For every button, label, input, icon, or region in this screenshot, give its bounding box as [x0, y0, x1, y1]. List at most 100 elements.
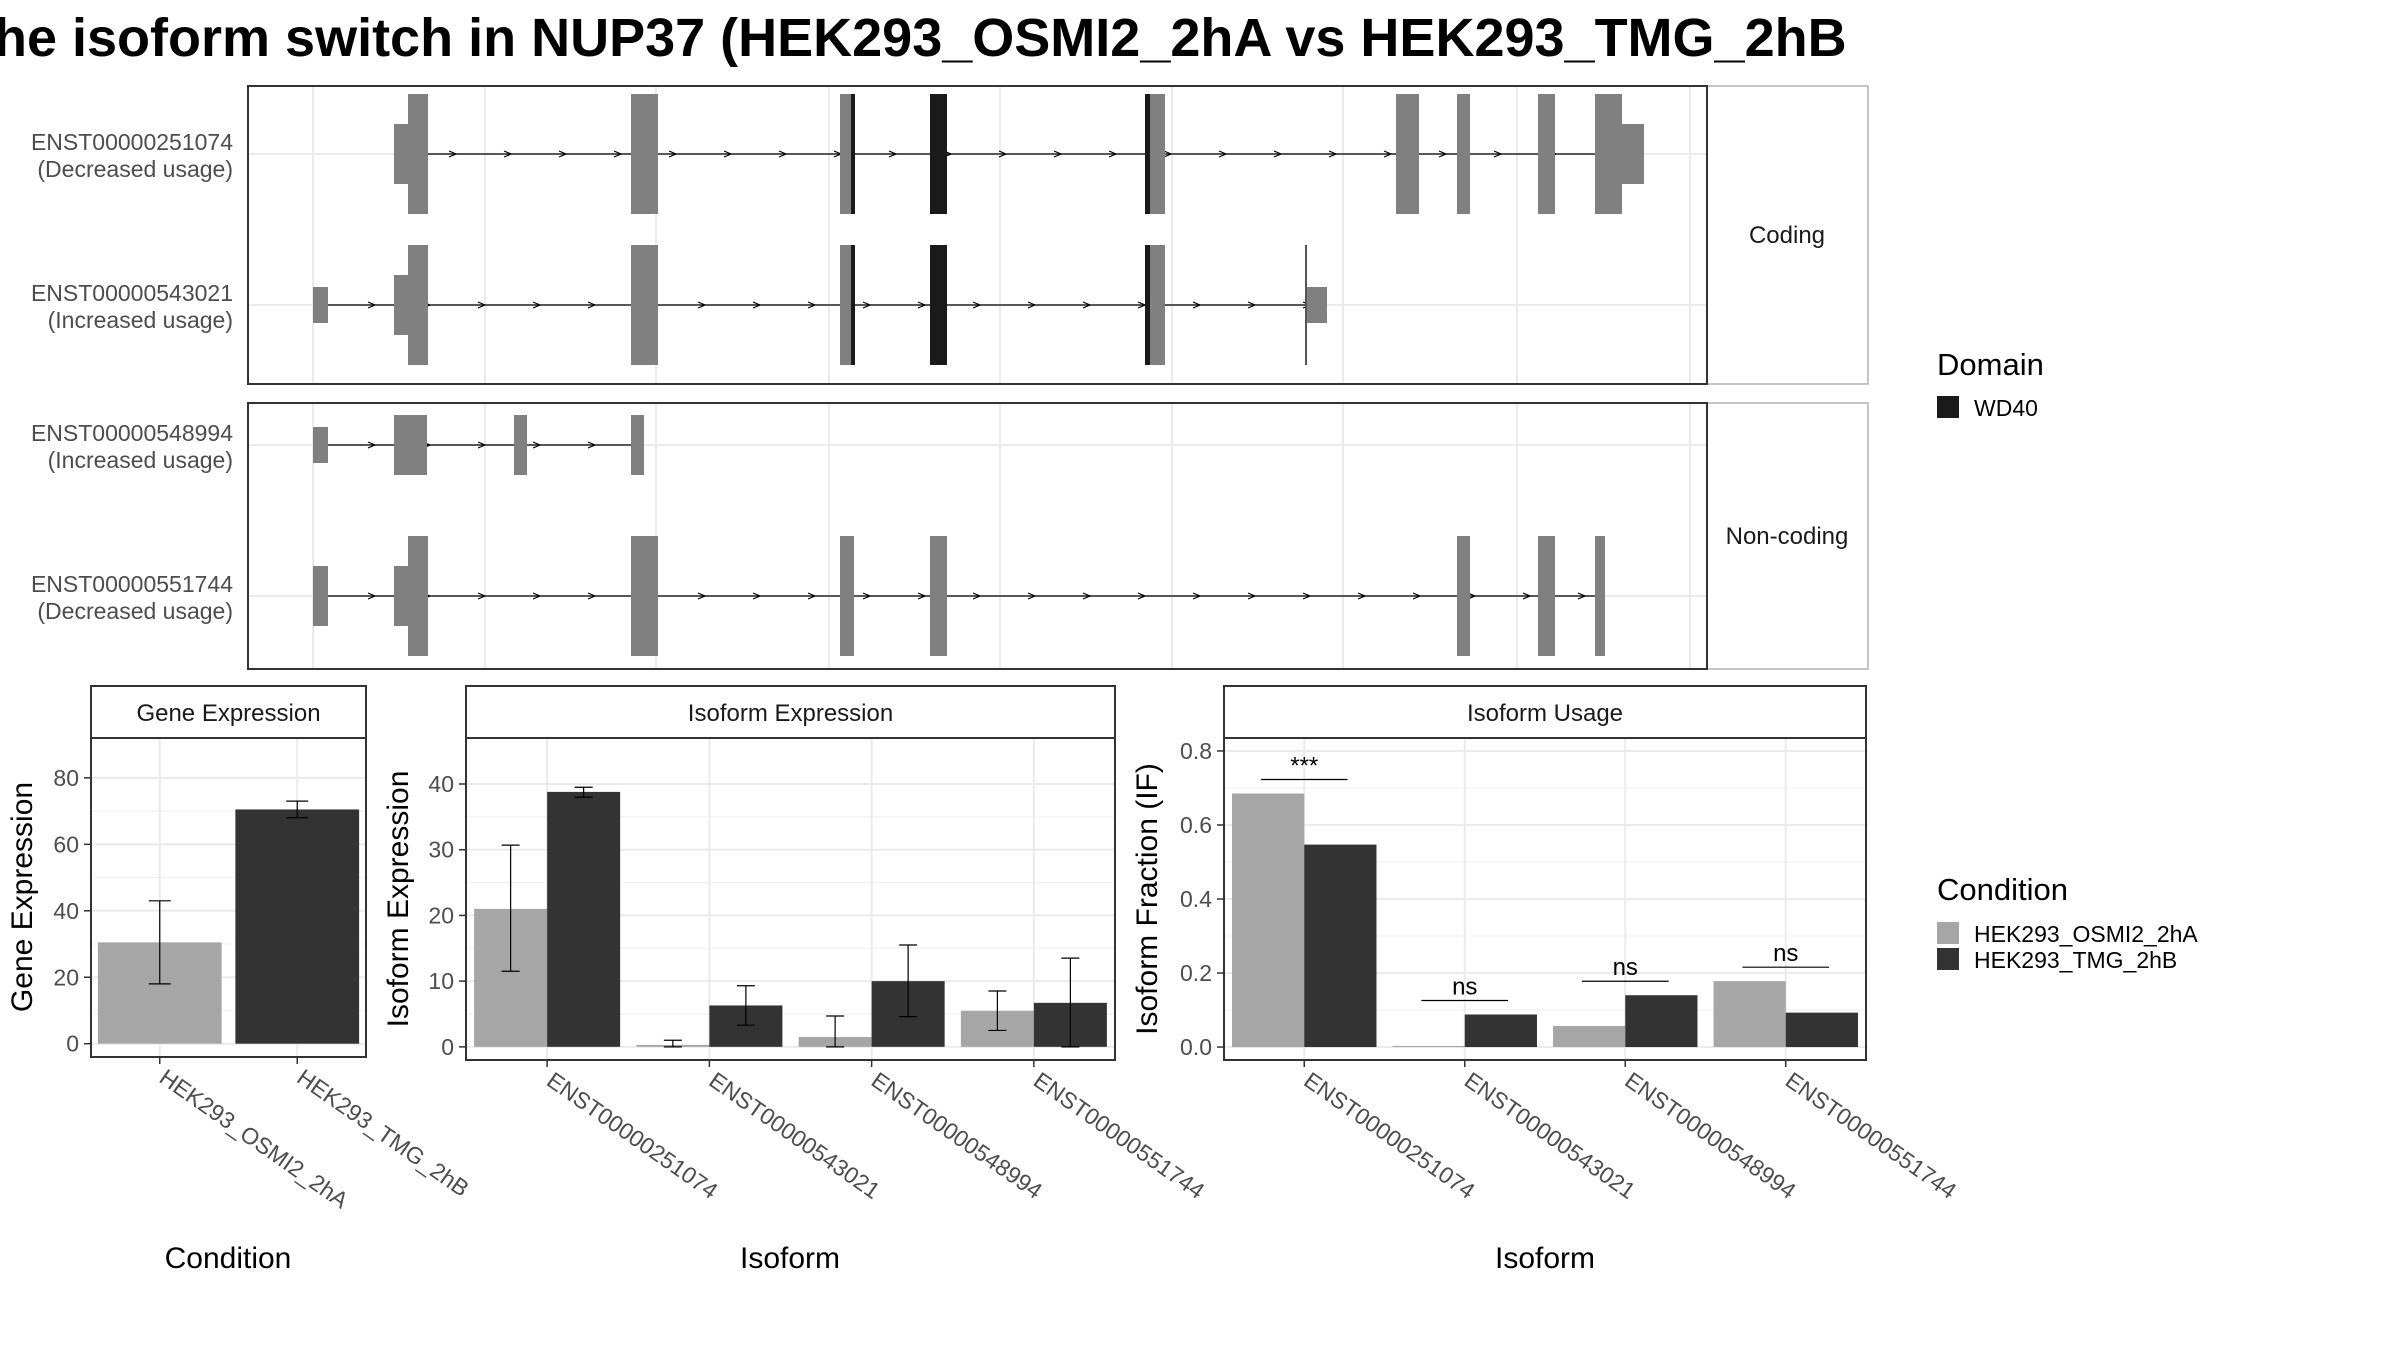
x-axis-title: Condition — [165, 1242, 292, 1275]
legend-title: Domain — [1937, 347, 2044, 382]
exon — [1305, 287, 1327, 323]
transcript-ENST00000548994: ENST00000548994(Increased usage) — [31, 415, 644, 475]
transcript-usage-label: (Decreased usage) — [37, 156, 233, 182]
exon — [394, 415, 427, 475]
exon — [394, 566, 408, 626]
exon — [408, 245, 428, 365]
legend-key — [1937, 948, 1959, 970]
legend-label: WD40 — [1974, 395, 2038, 421]
transcript-ENST00000251074: ENST00000251074(Decreased usage) — [31, 94, 1644, 214]
transcript-id-label: ENST00000251074 — [31, 129, 233, 155]
facet-strip-label: Non-coding — [1726, 523, 1849, 550]
x-tick-label: ENST00000251074 — [1299, 1067, 1480, 1204]
direction-arrow — [1328, 150, 1338, 158]
y-tick-label: 80 — [53, 765, 79, 791]
direction-arrow — [917, 592, 927, 600]
significance-label: ns — [1613, 954, 1638, 981]
exon — [313, 566, 328, 626]
direction-arrow — [503, 150, 513, 158]
wd40-domain — [851, 245, 855, 365]
facet-strip-label: Coding — [1749, 222, 1825, 249]
facet-border — [247, 402, 1708, 670]
direction-arrow — [972, 301, 982, 309]
exon — [1396, 94, 1419, 214]
transcript-id-label: ENST00000543021 — [31, 280, 233, 306]
y-tick-label: 0.6 — [1180, 812, 1212, 838]
error-bar — [574, 786, 593, 798]
y-tick-label: 0 — [441, 1034, 454, 1060]
x-axis-title: Isoform — [740, 1242, 840, 1275]
direction-arrow — [477, 592, 487, 600]
significance-label: ns — [1773, 940, 1798, 967]
exon — [840, 94, 854, 214]
wd40-domain — [1145, 245, 1150, 365]
bar-ENST00000551744-HEK293_OSMI2_2hA — [1713, 981, 1786, 1048]
y-axis-title: Gene Expression — [6, 782, 39, 1012]
direction-arrow — [532, 592, 542, 600]
exon — [631, 245, 658, 365]
significance-annotation: ns — [1742, 940, 1830, 968]
exon — [1538, 536, 1555, 656]
exon — [1622, 124, 1644, 184]
x-axis-title: Isoform — [1495, 1242, 1595, 1275]
x-tick-label: ENST00000543021 — [705, 1067, 885, 1204]
exon — [631, 415, 644, 475]
facet-border — [247, 85, 1708, 385]
direction-arrow — [697, 592, 707, 600]
exon — [631, 94, 658, 214]
significance-annotation: *** — [1260, 753, 1348, 781]
exon — [1595, 94, 1622, 214]
direction-arrow — [532, 441, 542, 449]
y-tick-label: 20 — [428, 902, 454, 928]
direction-arrow — [1438, 150, 1448, 158]
direction-arrow — [697, 301, 707, 309]
direction-arrow — [367, 592, 377, 600]
direction-arrow — [862, 592, 872, 600]
x-tick-label: ENST00000543021 — [1460, 1067, 1640, 1204]
error-bar — [899, 944, 918, 1018]
transcript-usage-label: (Increased usage) — [48, 447, 233, 473]
bar-ENST00000548994-HEK293_TMG_2hB — [1625, 995, 1698, 1048]
y-tick-label: 30 — [428, 837, 454, 863]
exon — [840, 245, 854, 365]
bar-ENST00000543021-HEK293_OSMI2_2hA — [1392, 1045, 1465, 1048]
direction-arrow — [752, 592, 762, 600]
domain-legend: Domain WD40 — [1937, 347, 2044, 421]
y-axis-title: Isoform Expression — [382, 771, 415, 1028]
x-tick-label: ENST00000548994 — [1620, 1067, 1801, 1204]
direction-arrow — [477, 301, 487, 309]
direction-arrow — [1082, 301, 1092, 309]
y-tick-label: 20 — [53, 964, 79, 990]
direction-arrow — [1383, 150, 1393, 158]
y-tick-label: 0.8 — [1180, 738, 1212, 764]
direction-arrow — [613, 150, 623, 158]
y-tick-label: 60 — [53, 831, 79, 857]
panel-isoform-usage: *** ns ns ns Isoform Usage 0.0 0.2 0.4 0.6 0.8 ENS… — [1131, 685, 1961, 1275]
transcript-usage-label: (Increased usage) — [48, 307, 233, 333]
direction-arrow — [1412, 592, 1422, 600]
direction-arrow — [367, 441, 377, 449]
exon — [1457, 94, 1470, 214]
exon — [394, 124, 408, 184]
y-tick-label: 0.4 — [1180, 886, 1212, 912]
direction-arrow — [1108, 150, 1118, 158]
panel-strip — [465, 685, 1116, 739]
facet-strip — [1706, 402, 1869, 670]
direction-arrow — [1192, 592, 1202, 600]
panel-isoform-expression: Isoform Expression 0 10 20 30 40 ENST000002510… — [382, 685, 1210, 1275]
direction-arrow — [448, 150, 458, 158]
y-tick-label: 10 — [428, 968, 454, 994]
legend-key — [1937, 922, 1959, 944]
direction-arrow — [668, 150, 678, 158]
direction-arrow — [807, 592, 817, 600]
panel-title: Isoform Expression — [688, 700, 893, 727]
x-tick-label: ENST00000548994 — [867, 1067, 1048, 1204]
direction-arrow — [367, 301, 377, 309]
error-bar — [1061, 957, 1080, 1048]
transcript-structure-panel: Coding Non-coding ENST00000251074(Decrease… — [31, 85, 1869, 670]
transcript-ENST00000543021: ENST00000543021(Increased usage) — [31, 245, 1327, 365]
transcript-id-label: ENST00000551744 — [31, 571, 233, 597]
legends: Domain WD40 Condition HEK293_OSMI2_2hAHEK29… — [1937, 347, 2198, 973]
direction-arrow — [1467, 592, 1477, 600]
bar-ENST00000548994-HEK293_OSMI2_2hA — [1553, 1025, 1626, 1048]
